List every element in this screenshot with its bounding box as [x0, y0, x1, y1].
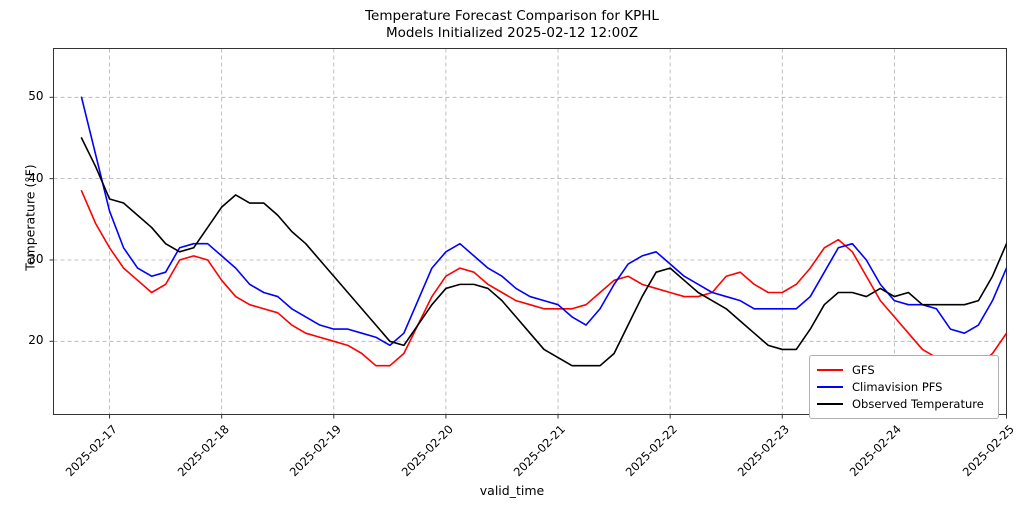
plot-frame — [53, 48, 1007, 415]
legend-color-swatch — [817, 368, 843, 371]
legend-item[interactable]: Observed Temperature — [817, 395, 991, 412]
legend-label: Observed Temperature — [852, 396, 984, 411]
y-tick-label: 30 — [28, 251, 44, 266]
legend-color-swatch — [817, 402, 843, 405]
x-axis-label: valid_time — [479, 483, 545, 498]
legend-item[interactable]: GFS — [817, 361, 991, 378]
gridlines — [53, 48, 1007, 415]
data-series — [80, 96, 1007, 367]
legend-label: GFS — [852, 362, 875, 377]
y-tick-label: 20 — [28, 333, 44, 348]
y-axis-label: Temperature (°F) — [22, 164, 38, 271]
chart-title-block: Temperature Forecast Comparison for KPHL… — [0, 8, 1024, 42]
series-line — [80, 190, 1007, 367]
chart-legend: GFS Climavision PFS Observed Temperature — [809, 355, 999, 419]
y-tick-label: 40 — [28, 170, 44, 185]
legend-item[interactable]: Climavision PFS — [817, 378, 991, 395]
chart-title: Temperature Forecast Comparison for KPHL — [365, 8, 659, 24]
y-tick-label: 50 — [28, 89, 44, 104]
legend-label: Climavision PFS — [852, 379, 943, 394]
chart-subtitle: Models Initialized 2025-02-12 12:00Z — [385, 25, 639, 41]
legend-color-swatch — [817, 385, 843, 388]
series-line — [80, 96, 1007, 347]
series-line — [80, 137, 1007, 367]
